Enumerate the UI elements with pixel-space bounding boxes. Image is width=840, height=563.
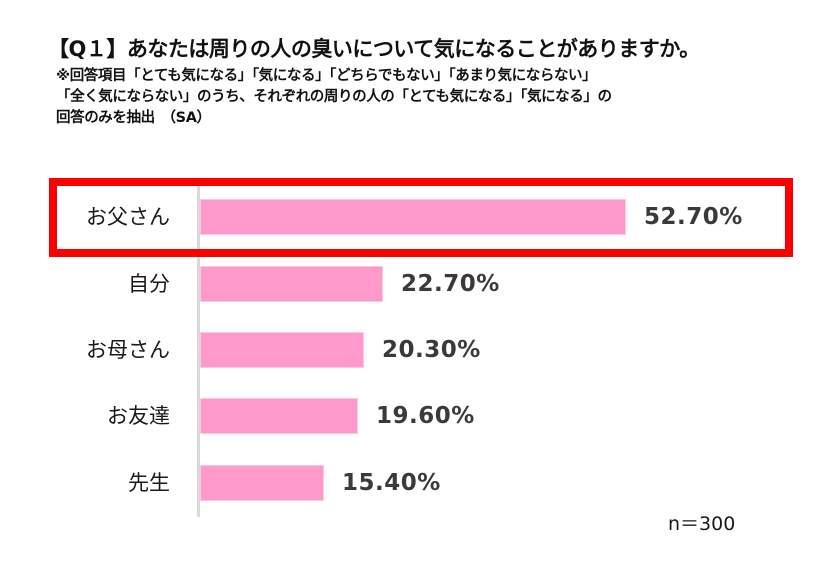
bar-row-teacher: 先生 15.40% xyxy=(0,465,840,502)
subtitle-line-3: 回答のみを抽出 （SA） xyxy=(56,110,211,126)
chart-subtitle: ※回答項目「とても気になる」「気になる」「どちらでもない」「あまり気にならない」… xyxy=(56,66,612,129)
bar xyxy=(200,266,383,302)
bar-row-mother: お母さん 20.30% xyxy=(0,332,840,369)
bar-row-friend: お友達 19.60% xyxy=(0,398,840,435)
sample-size-label: n＝300 xyxy=(668,513,736,535)
category-label: お母さん xyxy=(86,338,170,362)
bar xyxy=(200,465,324,501)
value-label: 52.70% xyxy=(644,204,743,230)
category-label: お友達 xyxy=(107,404,170,428)
category-axis-line xyxy=(197,185,200,517)
bar-row-self: 自分 22.70% xyxy=(0,266,840,303)
category-label: 先生 xyxy=(128,471,170,495)
subtitle-line-1: ※回答項目「とても気になる」「気になる」「どちらでもない」「あまり気にならない」 xyxy=(56,68,597,84)
category-label: お父さん xyxy=(86,205,170,229)
value-label: 22.70% xyxy=(401,271,500,297)
subtitle-line-2: 「全く気にならない」のうち、それぞれの周りの人の「とても気になる」「気になる」の xyxy=(56,89,612,105)
bar xyxy=(200,199,626,235)
bar-row-father: お父さん 52.70% xyxy=(0,199,840,236)
value-label: 20.30% xyxy=(382,337,481,363)
bar xyxy=(200,332,364,368)
value-label: 19.60% xyxy=(376,403,475,429)
chart-title: 【Q１】あなたは周りの人の臭いについて気になることがありますか。 xyxy=(48,37,700,61)
highlight-box-father xyxy=(49,178,793,257)
value-label: 15.40% xyxy=(342,470,441,496)
bar xyxy=(200,398,358,434)
category-label: 自分 xyxy=(128,272,170,296)
